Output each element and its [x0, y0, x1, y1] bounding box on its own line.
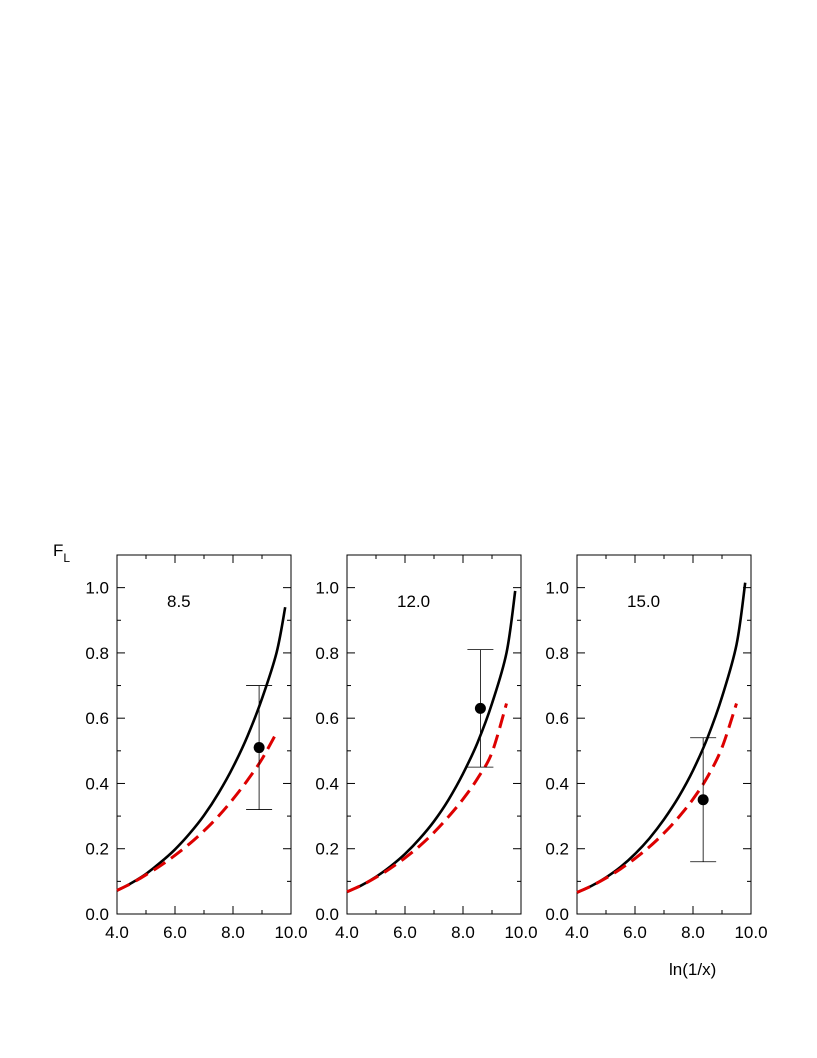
plot-frame — [576, 554, 752, 915]
x-tick-label: 8.0 — [451, 923, 475, 942]
x-tick-label: 8.0 — [221, 923, 245, 942]
x-tick-label: 4.0 — [105, 923, 129, 942]
y-tick-label: 0.4 — [315, 774, 339, 793]
x-axis-title: ln(1/x) — [669, 960, 716, 979]
panels: 0.0 0.2 0.4 0.6 0.8 1.0 4.0 6.0 8.0 10.0 8.5 0.0 0.2… — [85, 554, 768, 942]
y-tick-label: 0.8 — [545, 644, 569, 663]
x-tick-label: 8.0 — [681, 923, 705, 942]
y-tick-label: 0.2 — [85, 840, 109, 859]
data-point — [697, 794, 709, 806]
x-tick-label: 6.0 — [393, 923, 417, 942]
panel-1: 0.0 0.2 0.4 0.6 0.8 1.0 4.0 6.0 8.0 10.0 8.5 — [85, 554, 308, 942]
dashed-curve — [116, 732, 278, 892]
solid-curve — [576, 582, 747, 894]
y-axis-title: FL — [53, 541, 70, 565]
x-tick-label: 10.0 — [274, 923, 307, 942]
y-tick-label: 1.0 — [545, 579, 569, 598]
y-tick-label: 0.6 — [85, 709, 109, 728]
y-tick-label: 0.0 — [545, 905, 569, 924]
data-point — [253, 742, 265, 754]
panel-label: 8.5 — [167, 592, 191, 611]
panel-2: 0.0 0.2 0.4 0.6 0.8 1.0 4.0 6.0 8.0 10.0 12.0 — [315, 554, 538, 942]
dashed-curve — [576, 703, 738, 894]
x-tick-label: 10.0 — [504, 923, 537, 942]
y-tick-label: 0.0 — [315, 905, 339, 924]
solid-curve — [346, 590, 517, 893]
y-tick-label: 0.2 — [545, 840, 569, 859]
y-tick-label: 0.4 — [85, 774, 109, 793]
y-tick-label: 0.4 — [545, 774, 569, 793]
y-tick-label: 1.0 — [315, 579, 339, 598]
y-axis-title-sub: L — [63, 551, 70, 565]
panel-3: 0.0 0.2 0.4 0.6 0.8 1.0 4.0 6.0 8.0 10.0 15.0 — [545, 554, 768, 942]
panel-label: 15.0 — [627, 592, 660, 611]
y-tick-label: 1.0 — [85, 579, 109, 598]
x-tick-label: 4.0 — [565, 923, 589, 942]
data-point — [474, 702, 486, 714]
plot-frame — [346, 554, 522, 915]
dashed-curve — [346, 703, 508, 894]
x-tick-label: 4.0 — [335, 923, 359, 942]
y-tick-label: 0.2 — [315, 840, 339, 859]
x-tick-label: 10.0 — [734, 923, 767, 942]
y-tick-label: 0.8 — [315, 644, 339, 663]
y-tick-label: 0.6 — [315, 709, 339, 728]
y-tick-label: 0.0 — [85, 905, 109, 924]
panel-label: 12.0 — [397, 592, 430, 611]
y-axis-title-main: F — [53, 541, 63, 560]
x-tick-label: 6.0 — [623, 923, 647, 942]
y-tick-label: 0.6 — [545, 709, 569, 728]
y-tick-label: 0.8 — [85, 644, 109, 663]
plot-frame — [116, 554, 292, 915]
x-tick-label: 6.0 — [163, 923, 187, 942]
